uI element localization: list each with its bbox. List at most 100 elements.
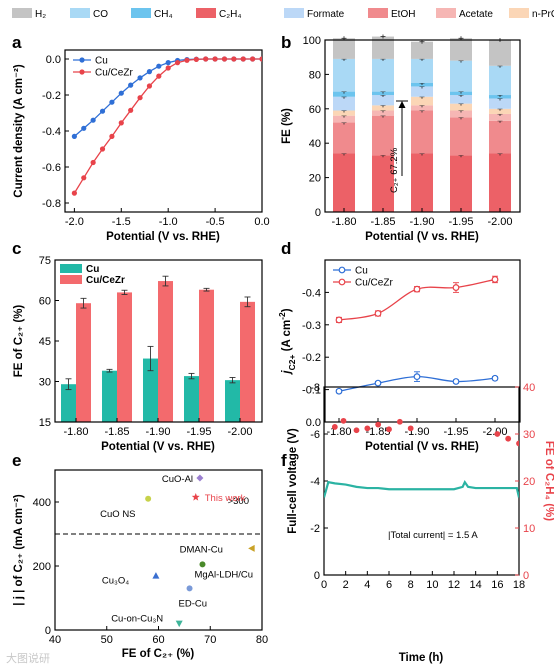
d-ytick-label: 0.0 bbox=[306, 417, 321, 429]
c-xtick-label: -1.95 bbox=[186, 426, 211, 438]
a-point bbox=[250, 56, 256, 62]
xlabel-c: Potential (V vs. RHE) bbox=[101, 441, 215, 453]
c-legend-swatch-0 bbox=[60, 264, 82, 273]
d-xtick-label: -2.00 bbox=[482, 426, 507, 438]
panel-e: 40 50 60 70 80 0 200 400 >300 CuO-Al This work Cu… bbox=[13, 469, 268, 660]
a-point bbox=[90, 159, 96, 166]
a-legend-label-0: Cu bbox=[95, 56, 108, 67]
a-legend-marker-1 bbox=[79, 69, 85, 75]
b-bar-segment bbox=[411, 86, 433, 97]
legend-swatch-6 bbox=[436, 8, 456, 18]
d-point bbox=[452, 284, 460, 291]
b-bar-segment bbox=[372, 110, 394, 116]
top-legend: H₂ CO CH₄ C₂H₄ Formate EtOH Acetate n-PrOH bbox=[12, 8, 554, 20]
c-xtick-label: -1.85 bbox=[104, 426, 129, 438]
panel-d: -1.80 -1.85 -1.90 -1.95 -2.000.0-0.1-0.2-0.3… bbox=[277, 259, 521, 453]
d-ytick-label: -0.3 bbox=[302, 320, 321, 332]
b-bar-segment bbox=[450, 117, 472, 156]
e-marker bbox=[186, 585, 193, 592]
c-legend-label-1: Cu/CeZr bbox=[86, 275, 125, 286]
f-xtick-label: 2 bbox=[343, 579, 349, 591]
b-ytick-label: 60 bbox=[309, 104, 321, 116]
c2-annotation-text: C₂₊ 67.2% bbox=[389, 147, 400, 193]
f-ytick-right-label: 10 bbox=[523, 523, 535, 535]
c-bar-1 bbox=[240, 301, 255, 422]
b-ytick-label: 0 bbox=[315, 207, 321, 219]
legend-swatch-1 bbox=[70, 8, 90, 18]
f-fe-point bbox=[375, 421, 382, 428]
f-fe-point bbox=[494, 431, 501, 437]
a-point bbox=[231, 56, 237, 62]
d-point bbox=[491, 276, 499, 283]
f-xtick-label: 8 bbox=[408, 579, 414, 591]
xlabel-b: Potential (V vs. RHE) bbox=[365, 231, 479, 243]
a-ytick-label: -0.2 bbox=[42, 90, 61, 102]
xlabel-a: Potential (V vs. RHE) bbox=[106, 231, 220, 243]
b-bar-segment bbox=[450, 155, 472, 212]
a-point bbox=[156, 63, 162, 69]
ylabel-c: FE of C₂₊ (%) bbox=[13, 305, 25, 378]
a-point bbox=[165, 65, 171, 71]
d-point bbox=[491, 374, 499, 382]
panel-a: -2.0 -1.5 -1.0 -0.5 0.0 0.0 -0.2 -0.4 -0.6 -0.8 C… bbox=[13, 49, 270, 243]
b-bar-segment bbox=[411, 110, 433, 154]
legend-label-1: CO bbox=[93, 9, 108, 20]
a-xtick-label: -1.0 bbox=[159, 216, 178, 228]
d-legend-marker-1 bbox=[338, 278, 346, 286]
legend-label-4: Formate bbox=[307, 9, 345, 20]
f-ytick-left-label: -8 bbox=[310, 382, 320, 394]
e-marker bbox=[152, 572, 160, 579]
plot-frame-f bbox=[323, 386, 520, 576]
d-point bbox=[413, 285, 421, 293]
c-xtick-label: -1.90 bbox=[145, 426, 170, 438]
f-xtick-label: 18 bbox=[513, 579, 525, 591]
b-bar-segment bbox=[450, 38, 472, 61]
c-ytick-label: 75 bbox=[39, 255, 51, 267]
f-xtick-label: 0 bbox=[321, 579, 327, 591]
panel-c: -1.80 -1.85 -1.90 -1.95 -2.00 15 30 45 60 75 CuCu… bbox=[13, 255, 263, 453]
d-ytick-label: -0.4 bbox=[302, 287, 321, 299]
a-point bbox=[128, 82, 134, 88]
a-ytick-label: -0.4 bbox=[42, 126, 61, 138]
a-ytick-label: 0.0 bbox=[46, 54, 61, 66]
c-bar-1 bbox=[158, 281, 173, 422]
a-point bbox=[118, 90, 124, 96]
b-xtick-label: -1.80 bbox=[331, 216, 356, 228]
panel-label-b: b bbox=[281, 33, 291, 52]
legend-label-0: H₂ bbox=[35, 9, 46, 20]
b-bar-segment bbox=[372, 58, 394, 92]
a-point bbox=[146, 83, 153, 89]
b-ytick-label: 80 bbox=[309, 69, 321, 81]
b-bar-segment bbox=[372, 115, 394, 156]
b-bar-segment bbox=[333, 91, 355, 97]
d-xtick-label: -1.95 bbox=[443, 426, 468, 438]
b-ytick-label: 100 bbox=[303, 35, 321, 47]
b-xtick-label: -1.90 bbox=[409, 216, 434, 228]
a-point bbox=[118, 120, 124, 126]
d-point bbox=[335, 316, 343, 324]
c-legend-label-0: Cu bbox=[86, 264, 99, 275]
panel-b: -1.80 -1.85 -1.90 -1.95 -2.00 0 20 40 60 80 100 C₂… bbox=[281, 34, 521, 243]
f-fe-point bbox=[505, 435, 512, 442]
a-point bbox=[221, 56, 228, 62]
panel-label-d: d bbox=[281, 239, 291, 258]
b-bar-segment bbox=[411, 41, 433, 59]
d-legend-marker-0 bbox=[338, 266, 346, 274]
a-point bbox=[109, 133, 115, 139]
legend-swatch-3 bbox=[196, 8, 216, 18]
legend-label-6: Acetate bbox=[459, 9, 493, 20]
a-point bbox=[203, 56, 209, 62]
a-point bbox=[71, 133, 77, 139]
d-point bbox=[335, 387, 343, 395]
c-bar-0 bbox=[225, 380, 240, 422]
legend-label-5: EtOH bbox=[391, 9, 415, 20]
a-point bbox=[259, 56, 262, 62]
a-point bbox=[81, 125, 87, 131]
a-point bbox=[99, 108, 106, 114]
panel-label-f: f bbox=[281, 451, 287, 470]
e-xtick-label: 40 bbox=[49, 634, 61, 646]
b-bar-segment bbox=[372, 155, 394, 212]
b-bar-segment bbox=[489, 65, 511, 96]
panel-label-e: e bbox=[12, 451, 21, 470]
f-xtick-label: 16 bbox=[491, 579, 503, 591]
